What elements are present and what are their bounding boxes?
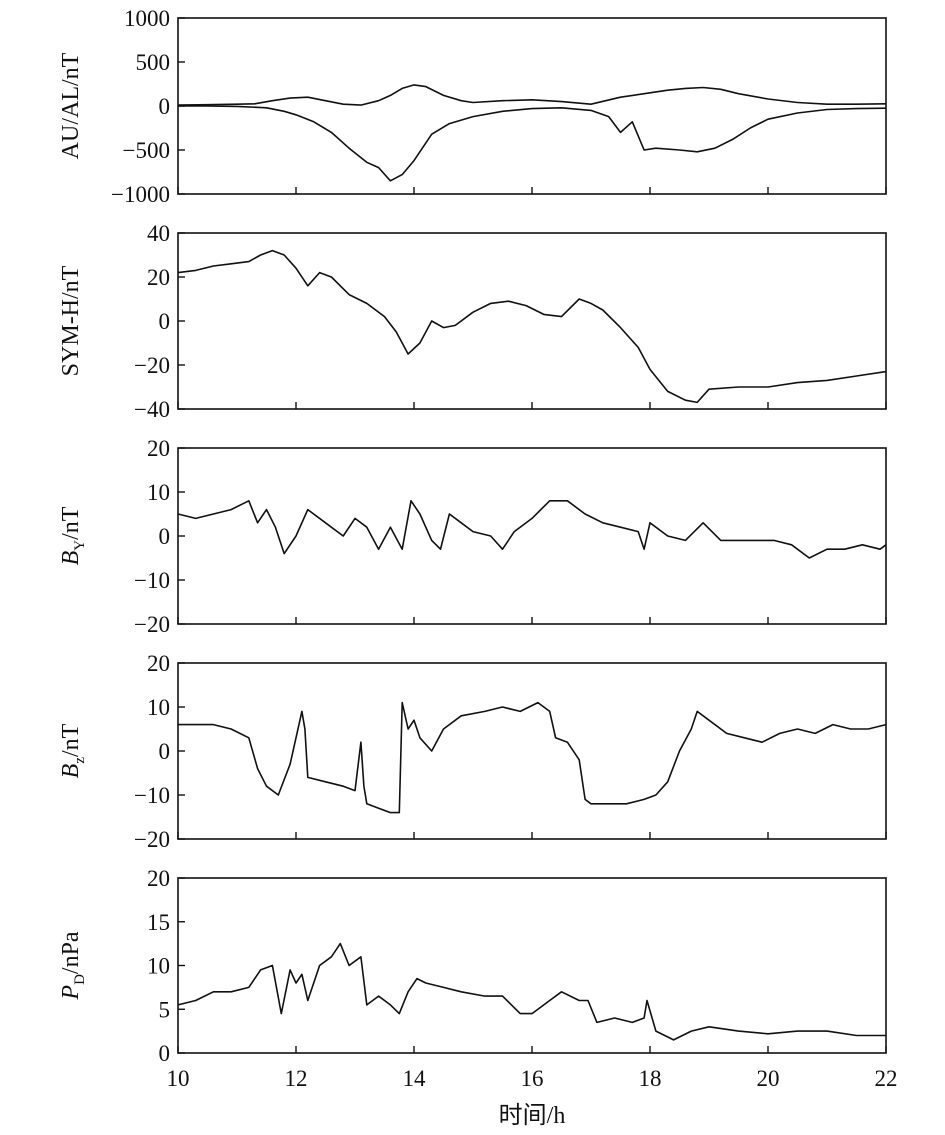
- y-label-subscript: Y: [72, 540, 88, 551]
- x-tick-label: 16: [521, 1066, 544, 1091]
- plot-frame: [177, 877, 887, 1054]
- x-tick-label: 10: [167, 1066, 190, 1091]
- panel-3: 20 10 0 −10 −20 BY/nT: [58, 436, 887, 637]
- y-tick-label: 20: [147, 265, 170, 290]
- x-tick-label: 20: [757, 1066, 780, 1091]
- panel-1: 1000 500 0 −500 −1000 AU/AL/nT: [58, 6, 887, 207]
- x-tick-label: 12: [285, 1066, 308, 1091]
- y-axis-label: Bz/nT: [58, 723, 88, 778]
- y-label-unit: /nPa: [58, 931, 84, 974]
- y-tick-label: 500: [136, 50, 171, 75]
- series-line-1: [178, 701, 887, 814]
- y-tick-label: 20: [147, 436, 170, 461]
- y-label-subscript: D: [72, 974, 88, 985]
- y-tick-label: 0: [159, 739, 171, 764]
- y-tick-label: 20: [147, 651, 170, 676]
- y-axis-label: AU/AL/nT: [58, 52, 84, 159]
- plot-frame: [177, 232, 887, 410]
- y-tick-label: 15: [147, 910, 170, 935]
- panel-4: 20 10 0 −10 −20 Bz/nT: [58, 651, 887, 852]
- y-tick-label: 10: [147, 954, 170, 979]
- y-tick-label: −500: [123, 138, 170, 163]
- y-axis-label: PD/nPa: [58, 931, 88, 1001]
- y-tick-label: −20: [134, 353, 170, 378]
- y-tick-label: 20: [147, 866, 170, 891]
- y-axis-label: BY/nT: [58, 506, 88, 565]
- x-tick-label: 18: [639, 1066, 662, 1091]
- x-tick-label: 22: [875, 1066, 898, 1091]
- plot-frame: [177, 17, 887, 195]
- y-label-symbol: B: [58, 763, 84, 778]
- y-tick-label: 5: [159, 997, 171, 1022]
- y-label-subscript: z: [72, 757, 88, 764]
- y-tick-label: 0: [159, 94, 171, 119]
- y-tick-label: 40: [147, 221, 170, 246]
- y-label-symbol: B: [58, 550, 84, 565]
- y-label-symbol: P: [58, 985, 84, 1001]
- panels: 10005000−500−1000AU/AL/nT40200−20−40SYM-…: [58, 6, 898, 1129]
- y-tick-label: 10: [147, 695, 170, 720]
- y-label-unit: /nT: [58, 506, 84, 540]
- y-axis-label: SYM-H/nT: [58, 265, 84, 376]
- y-tick-label: −10: [134, 568, 170, 593]
- series-line-2: [178, 105, 887, 182]
- series-line-1: [177, 249, 887, 404]
- x-tick-label: 14: [403, 1066, 427, 1091]
- y-label-unit: /nT: [58, 723, 84, 757]
- y-tick-label: −10: [134, 783, 170, 808]
- y-tick-label: −20: [134, 827, 170, 852]
- plot-frame: [177, 447, 887, 625]
- panel-2: 40 20 0 −20 −40 SYM-H/nT: [58, 221, 887, 422]
- series-line-1: [177, 500, 887, 559]
- y-tick-label: 1000: [124, 6, 170, 31]
- y-tick-label: 10: [147, 480, 170, 505]
- y-tick-label: −20: [134, 612, 170, 637]
- plot-frame: [177, 662, 887, 840]
- y-tick-label: 0: [159, 309, 171, 334]
- y-tick-label: −40: [134, 397, 170, 422]
- series-line-1: [177, 942, 886, 1041]
- y-tick-label: 0: [159, 524, 171, 549]
- y-tick-label: 0: [159, 1041, 171, 1066]
- x-axis-label: 时间/h: [499, 1102, 566, 1129]
- y-tick-label: −1000: [111, 182, 170, 207]
- series-line-1: [177, 84, 887, 106]
